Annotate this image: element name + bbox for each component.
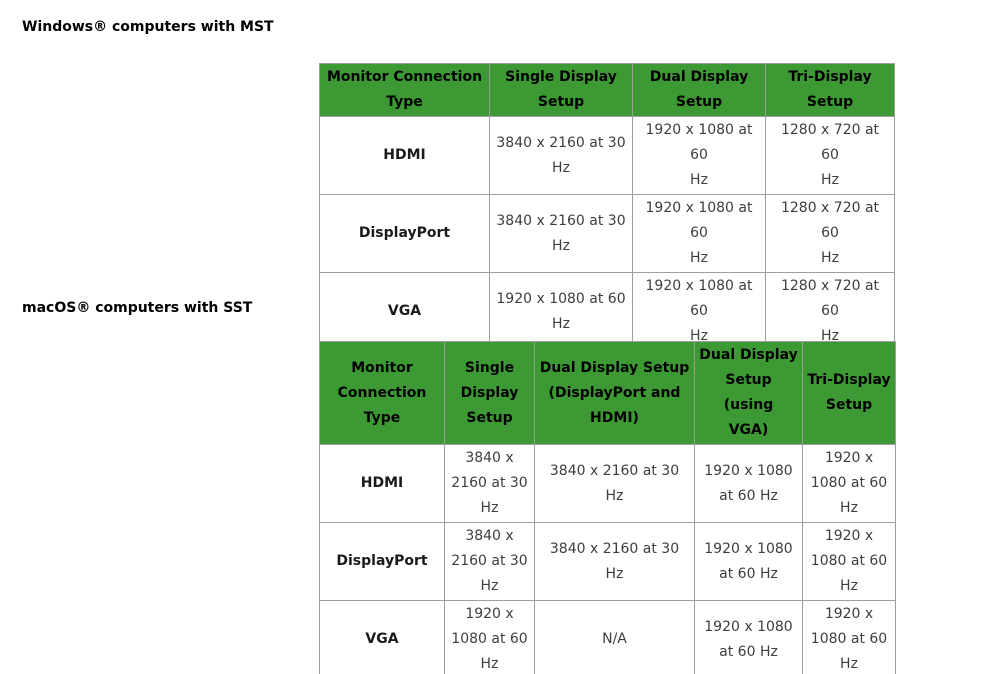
table-row: DisplayPort 3840 x 2160 at 30 Hz 3840 x … bbox=[319, 522, 896, 601]
table-cell: 3840 x 2160 at 30 Hz bbox=[444, 444, 535, 523]
table-cell: 1280 x 720 at 60 Hz bbox=[765, 194, 895, 273]
table-cell: 1920 x 1080 at 60 Hz bbox=[632, 272, 766, 351]
header-cell: Monitor Connection Type bbox=[319, 63, 490, 117]
header-cell: Single Display Setup bbox=[444, 341, 535, 445]
row-label: DisplayPort bbox=[319, 194, 490, 273]
table-cell: 3840 x 2160 at 30 Hz bbox=[534, 444, 695, 523]
table-cell: 1920 x 1080 at 60 Hz bbox=[802, 522, 896, 601]
table-cell: 1920 x 1080 at 60 Hz bbox=[694, 522, 803, 601]
table-cell: 1920 x 1080 at 60 Hz bbox=[694, 444, 803, 523]
table-header-row: Monitor Connection Type Single Display S… bbox=[319, 63, 895, 117]
table-cell: N/A bbox=[534, 600, 695, 674]
table-cell: 3840 x 2160 at 30 Hz bbox=[444, 522, 535, 601]
header-cell: Dual Display Setup (using VGA) bbox=[694, 341, 803, 445]
table-cell: 1920 x 1080 at 60 Hz bbox=[489, 272, 633, 351]
header-cell: Single Display Setup bbox=[489, 63, 633, 117]
table-cell: 1920 x 1080 at 60 Hz bbox=[694, 600, 803, 674]
table-header-row: Monitor Connection Type Single Display S… bbox=[319, 341, 896, 445]
table-row: HDMI 3840 x 2160 at 30 Hz 1920 x 1080 at… bbox=[319, 116, 895, 195]
table-row: HDMI 3840 x 2160 at 30 Hz 3840 x 2160 at… bbox=[319, 444, 896, 523]
header-cell: Monitor Connection Type bbox=[319, 341, 445, 445]
row-label: HDMI bbox=[319, 444, 445, 523]
table-cell: 3840 x 2160 at 30 Hz bbox=[489, 116, 633, 195]
heading-macos-sst: macOS® computers with SST bbox=[22, 300, 253, 316]
macos-sst-table: Monitor Connection Type Single Display S… bbox=[319, 341, 896, 674]
table-row: VGA 1920 x 1080 at 60 Hz 1920 x 1080 at … bbox=[319, 272, 895, 351]
row-label: VGA bbox=[319, 600, 445, 674]
table-cell: 1920 x 1080 at 60 Hz bbox=[632, 194, 766, 273]
table-cell: 1920 x 1080 at 60 Hz bbox=[802, 600, 896, 674]
header-cell: Dual Display Setup bbox=[632, 63, 766, 117]
table-row: DisplayPort 3840 x 2160 at 30 Hz 1920 x … bbox=[319, 194, 895, 273]
table-cell: 3840 x 2160 at 30 Hz bbox=[489, 194, 633, 273]
windows-mst-table: Monitor Connection Type Single Display S… bbox=[319, 63, 895, 351]
heading-windows-mst: Windows® computers with MST bbox=[22, 19, 274, 35]
row-label: VGA bbox=[319, 272, 490, 351]
table-cell: 1280 x 720 at 60 Hz bbox=[765, 116, 895, 195]
table-cell: 1920 x 1080 at 60 Hz bbox=[444, 600, 535, 674]
row-label: HDMI bbox=[319, 116, 490, 195]
table-row: VGA 1920 x 1080 at 60 Hz N/A 1920 x 1080… bbox=[319, 600, 896, 674]
row-label: DisplayPort bbox=[319, 522, 445, 601]
header-cell: Tri-Display Setup bbox=[802, 341, 896, 445]
header-cell: Tri-Display Setup bbox=[765, 63, 895, 117]
table-cell: 1920 x 1080 at 60 Hz bbox=[632, 116, 766, 195]
table-cell: 1280 x 720 at 60 Hz bbox=[765, 272, 895, 351]
table-cell: 1920 x 1080 at 60 Hz bbox=[802, 444, 896, 523]
header-cell: Dual Display Setup (DisplayPort and HDMI… bbox=[534, 341, 695, 445]
table-cell: 3840 x 2160 at 30 Hz bbox=[534, 522, 695, 601]
